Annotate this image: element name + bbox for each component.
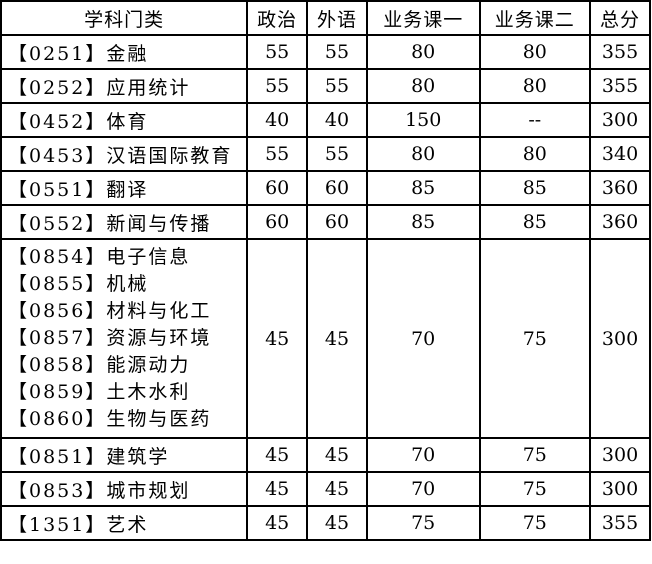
course1-score: 75: [365, 505, 481, 541]
course2-score: 75: [478, 471, 592, 507]
course2-score: 75: [478, 238, 592, 439]
table-row: 【0453】汉语国际教育 55 55 80 80 340: [0, 136, 651, 172]
politics-score: 45: [246, 238, 309, 439]
politics-score: 45: [246, 437, 309, 473]
category-label: 【0551】翻译: [8, 178, 149, 201]
language-score: 45: [306, 471, 368, 507]
category-cell: 【0853】城市规划: [0, 471, 249, 507]
course1-score: 70: [365, 471, 481, 507]
header-politics: 政治: [246, 0, 309, 36]
category-cell: 【0452】体育: [0, 102, 249, 138]
category-cell: 【0251】金融: [0, 34, 249, 70]
category-label: 【0856】材料与化工: [8, 300, 212, 322]
total-score: 355: [589, 34, 651, 70]
category-label: 【0858】能源动力: [8, 354, 191, 376]
category-cell: 【0453】汉语国际教育: [0, 136, 249, 172]
politics-score: 55: [246, 136, 309, 172]
category-cell: 【0551】翻译: [0, 170, 249, 206]
course1-score: 85: [365, 170, 481, 206]
header-language: 外语: [306, 0, 368, 36]
language-score: 40: [306, 102, 368, 138]
header-category: 学科门类: [0, 0, 249, 36]
course2-score: 85: [478, 204, 592, 240]
total-score: 360: [589, 170, 651, 206]
table-row: 【0452】体育 40 40 150 -- 300: [0, 102, 651, 138]
total-score: 300: [589, 238, 651, 439]
total-score: 300: [589, 471, 651, 507]
politics-score: 60: [246, 170, 309, 206]
category-label: 【0552】新闻与传播: [8, 212, 212, 235]
politics-score: 60: [246, 204, 309, 240]
course1-score: 150: [365, 102, 481, 138]
course2-score: 85: [478, 170, 592, 206]
course2-score: 75: [478, 437, 592, 473]
course2-score: 80: [478, 34, 592, 70]
course2-score: 80: [478, 68, 592, 104]
header-total: 总分: [589, 0, 651, 36]
total-score: 340: [589, 136, 651, 172]
table-row: 【0252】应用统计 55 55 80 80 355: [0, 68, 651, 104]
course1-score: 85: [365, 204, 481, 240]
table-row: 【0853】城市规划 45 45 70 75 300: [0, 471, 651, 507]
category-label: 【0252】应用统计: [8, 76, 191, 99]
category-label: 【0251】金融: [8, 42, 149, 65]
language-score: 45: [306, 238, 368, 439]
course2-score: --: [478, 102, 592, 138]
total-score: 360: [589, 204, 651, 240]
category-label: 【0855】机械: [8, 273, 149, 295]
language-score: 45: [306, 505, 368, 541]
language-score: 45: [306, 437, 368, 473]
category-cell: 【0252】应用统计: [0, 68, 249, 104]
language-score: 55: [306, 68, 368, 104]
header-row: 学科门类 政治 外语 业务课一 业务课二 总分: [0, 0, 651, 36]
category-label: 【0452】体育: [8, 110, 149, 133]
category-label: 【0854】电子信息: [8, 246, 191, 268]
category-cell: 【1351】艺术: [0, 505, 249, 541]
category-label: 【0453】汉语国际教育: [8, 144, 233, 167]
course1-score: 80: [365, 68, 481, 104]
category-cell: 【0552】新闻与传播: [0, 204, 249, 240]
language-score: 55: [306, 136, 368, 172]
table-row: 【0251】金融 55 55 80 80 355: [0, 34, 651, 70]
table-row: 【0551】翻译 60 60 85 85 360: [0, 170, 651, 206]
total-score: 300: [589, 437, 651, 473]
course1-score: 70: [365, 238, 481, 439]
table-row: 【0552】新闻与传播 60 60 85 85 360: [0, 204, 651, 240]
course1-score: 80: [365, 136, 481, 172]
politics-score: 40: [246, 102, 309, 138]
category-label: 【0859】土木水利: [8, 381, 191, 403]
politics-score: 45: [246, 505, 309, 541]
table-row: 【0851】建筑学 45 45 70 75 300: [0, 437, 651, 473]
header-course2: 业务课二: [478, 0, 592, 36]
course2-score: 80: [478, 136, 592, 172]
politics-score: 55: [246, 68, 309, 104]
header-course1: 业务课一: [365, 0, 481, 36]
category-cell: 【0851】建筑学: [0, 437, 249, 473]
course1-score: 80: [365, 34, 481, 70]
course1-score: 70: [365, 437, 481, 473]
language-score: 55: [306, 34, 368, 70]
category-label: 【0851】建筑学: [8, 445, 170, 468]
category-cell: 【0854】电子信息 【0855】机械【0856】材料与化工 【0857】资源与环境…: [0, 238, 249, 439]
politics-score: 55: [246, 34, 309, 70]
total-score: 355: [589, 68, 651, 104]
category-label: 【1351】艺术: [8, 513, 149, 536]
course2-score: 75: [478, 505, 592, 541]
total-score: 355: [589, 505, 651, 541]
category-label: 【0853】城市规划: [8, 479, 191, 502]
language-score: 60: [306, 204, 368, 240]
category-label: 【0857】资源与环境: [8, 327, 212, 349]
table-row: 【1351】艺术 45 45 75 75 355: [0, 505, 651, 541]
category-label: 【0860】生物与医药: [8, 408, 212, 430]
total-score: 300: [589, 102, 651, 138]
table-row: 【0854】电子信息 【0855】机械【0856】材料与化工 【0857】资源与环境…: [0, 238, 651, 439]
score-table: 学科门类 政治 外语 业务课一 业务课二 总分 【0251】金融 55 55 80 80 355 【0…: [0, 0, 651, 541]
language-score: 60: [306, 170, 368, 206]
politics-score: 45: [246, 471, 309, 507]
